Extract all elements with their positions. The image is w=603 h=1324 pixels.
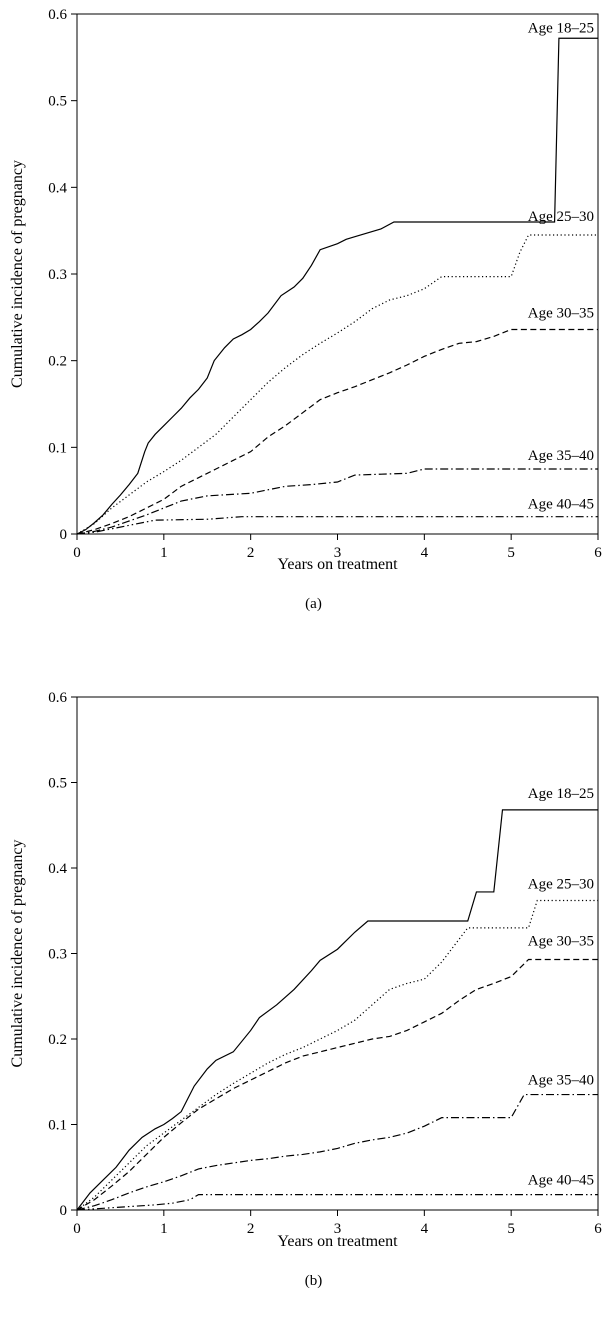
series-label: Age 25–30 <box>528 876 594 892</box>
y-tick-label: 0.1 <box>48 1118 67 1134</box>
x-tick-label: 4 <box>421 545 429 561</box>
series-label: Age 35–40 <box>528 448 594 464</box>
panel-label: (a) <box>305 596 322 612</box>
series-label: Age 30–35 <box>528 305 594 321</box>
x-tick-label: 2 <box>247 545 255 561</box>
y-tick-label: 0.2 <box>48 354 67 370</box>
series-line <box>76 809 598 1211</box>
series-label: Age 18–25 <box>528 786 594 802</box>
x-axis-label: Years on treatment <box>277 1233 398 1250</box>
x-tick-label: 0 <box>73 1221 81 1237</box>
series-label: Age 40–45 <box>528 1173 594 1189</box>
series-line <box>76 328 598 535</box>
series-label: Age 40–45 <box>528 497 594 513</box>
series-label: Age 18–25 <box>528 20 594 36</box>
series-line <box>76 468 598 535</box>
series-label: Age 25–30 <box>528 209 594 225</box>
series-line <box>76 516 598 535</box>
x-tick-label: 3 <box>334 1221 342 1237</box>
x-tick-label: 5 <box>507 545 515 561</box>
x-tick-label: 2 <box>247 1221 255 1237</box>
y-tick-label: 0.2 <box>48 1032 67 1048</box>
y-tick-label: 0.3 <box>48 947 67 963</box>
x-tick-label: 1 <box>160 1221 168 1237</box>
x-tick-label: 0 <box>73 545 81 561</box>
series-line <box>76 899 598 1211</box>
plot-frame <box>76 696 599 1211</box>
y-tick-label: 0 <box>60 1203 68 1219</box>
y-tick-label: 0.6 <box>48 690 67 706</box>
y-axis-label: Cumulative incidence of pregnancy <box>9 840 26 1068</box>
panel-b: 0 1 2 3 4 5 6 0 0.1 0.2 0.3 0.4 0.5 0.6 Years on treat… <box>9 690 602 1289</box>
y-tick-label: 0.3 <box>48 267 67 283</box>
x-tick-label: 1 <box>160 545 168 561</box>
series-line <box>76 958 598 1211</box>
series-line <box>76 1194 598 1211</box>
y-axis-label: Cumulative incidence of pregnancy <box>9 160 26 388</box>
x-tick-label: 5 <box>507 1221 515 1237</box>
y-tick-label: 0.6 <box>48 7 67 23</box>
series-line <box>76 37 598 535</box>
y-tick-label: 0 <box>60 527 68 543</box>
y-tick-label: 0.4 <box>48 180 67 196</box>
series-line <box>76 234 598 535</box>
panel-a: 0 1 2 3 4 5 6 0 0.1 0.2 0.3 0.4 0.5 0.6 Years on treat… <box>9 7 602 612</box>
x-tick-label: 4 <box>421 1221 429 1237</box>
plot-frame <box>76 13 599 535</box>
x-tick-label: 6 <box>594 1221 602 1237</box>
series-line <box>76 1093 598 1211</box>
x-axis-label: Years on treatment <box>277 556 398 573</box>
x-tick-label: 3 <box>334 545 342 561</box>
y-tick-label: 0.5 <box>48 776 67 792</box>
series-label: Age 30–35 <box>528 933 594 949</box>
series-label: Age 35–40 <box>528 1073 594 1089</box>
y-tick-label: 0.1 <box>48 440 67 456</box>
y-tick-label: 0.5 <box>48 94 67 110</box>
x-tick-label: 6 <box>594 545 602 561</box>
panel-label: (b) <box>305 1273 323 1289</box>
y-tick-label: 0.4 <box>48 861 67 877</box>
